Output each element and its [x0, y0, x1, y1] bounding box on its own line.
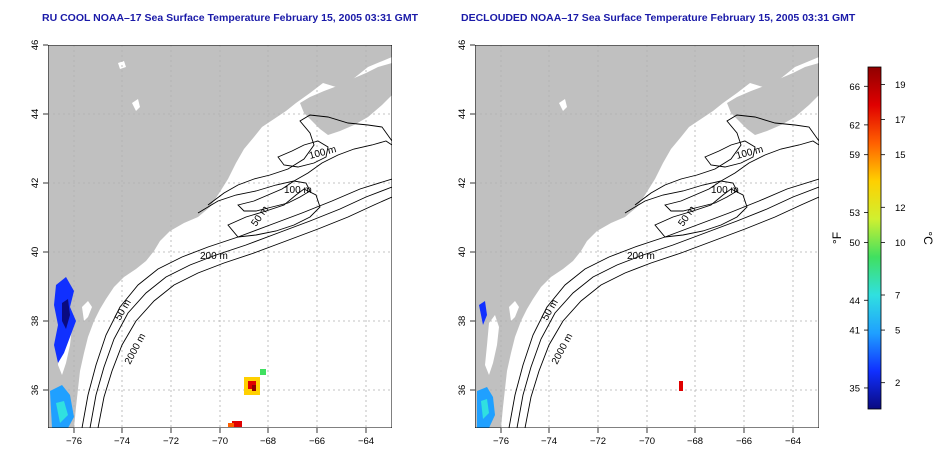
lon-tick-label: −74 — [541, 436, 557, 447]
contour-label: 200 m — [627, 251, 655, 262]
lat-tick-label: 40 — [30, 247, 41, 258]
colorbar-c-tick-label: 17 — [895, 115, 906, 126]
bathymetry-contours — [81, 114, 392, 428]
lon-tick-label: −70 — [212, 436, 228, 447]
lon-tick-label: −66 — [309, 436, 325, 447]
colorbar-f-tick-label: 41 — [849, 326, 860, 337]
colorbar-c-tick-label: 19 — [895, 80, 906, 91]
lon-tick-label: −64 — [358, 436, 374, 447]
lon-tick-label: −76 — [66, 436, 82, 447]
colorbar-ticks: 66 62 59 53 50 44 41 35 19 17 15 12 10 7 5 2 — [849, 80, 905, 394]
map-panel-left: 100 m 100 m 50 m 200 m 50 m 2000 m — [48, 45, 392, 428]
colorbar-c-unit-label: °C — [921, 231, 935, 245]
lon-tick-label: −68 — [260, 436, 276, 447]
lat-tick-label: 44 — [457, 109, 468, 120]
lat-tick-label: 36 — [30, 385, 41, 396]
colorbar-f-tick-label: 50 — [849, 238, 860, 249]
colorbar-f-tick-label: 35 — [849, 383, 860, 394]
lon-tick-label: −72 — [590, 436, 606, 447]
bay-chesapeake — [485, 315, 499, 375]
land-nova-scotia — [727, 63, 819, 135]
lat-tick-label: 46 — [457, 40, 468, 51]
lat-tick-label: 46 — [30, 40, 41, 51]
axes-layer: −76 −74 −72 −70 −68 −66 −64 36 38 40 42 44 46 −76 −74 −… — [30, 40, 801, 447]
map-title-right: DECLOUDED NOAA–17 Sea Surface Temperatur… — [461, 12, 856, 24]
lon-tick-label: −72 — [163, 436, 179, 447]
colorbar-gradient — [867, 66, 882, 410]
contour-label: 100 m — [711, 185, 739, 196]
bay-delaware — [82, 301, 92, 321]
land-mass — [48, 45, 392, 428]
lat-tick-label: 42 — [457, 178, 468, 189]
colorbar-c-tick-label: 12 — [895, 203, 906, 214]
colorbar-f-tick-label: 66 — [849, 82, 860, 93]
lon-tick-label: −66 — [736, 436, 752, 447]
lat-tick-label: 38 — [457, 316, 468, 327]
lon-tick-label: −68 — [687, 436, 703, 447]
bathymetry-contours — [508, 114, 819, 428]
colorbar-f-tick-label: 59 — [849, 150, 860, 161]
colorbar-f-unit-label: °F — [830, 232, 844, 244]
map-title-left: RU COOL NOAA–17 Sea Surface Temperature … — [42, 12, 419, 24]
land-mass — [475, 45, 819, 428]
colorbar-c-tick-label: 5 — [895, 326, 900, 337]
colorbar-f-tick-label: 62 — [849, 120, 860, 131]
colorbar-c-tick-label: 2 — [895, 378, 900, 389]
colorbar-f-tick-label: 53 — [849, 208, 860, 219]
lon-tick-label: −74 — [114, 436, 130, 447]
colorbar-c-tick-label: 7 — [895, 291, 900, 302]
colorbar: °F °C 66 62 59 53 50 44 41 35 19 17 15 12 10 7 5 2 — [830, 66, 935, 410]
lat-tick-label: 36 — [457, 385, 468, 396]
bay-delaware — [509, 301, 519, 321]
map-panel-right: 100 m 100 m 50 m 200 m 50 m 2000 m — [475, 45, 819, 428]
lat-tick-label: 40 — [457, 247, 468, 258]
lon-tick-label: −70 — [639, 436, 655, 447]
lat-tick-label: 38 — [30, 316, 41, 327]
colorbar-c-tick-label: 10 — [895, 238, 906, 249]
lon-tick-label: −76 — [493, 436, 509, 447]
lake — [132, 99, 140, 111]
contour-label: 200 m — [200, 251, 228, 262]
lat-tick-label: 44 — [30, 109, 41, 120]
sst-data-patches — [477, 301, 683, 428]
lat-tick-label: 42 — [30, 178, 41, 189]
land-nova-scotia — [300, 63, 392, 135]
sst-data-patches — [50, 277, 266, 428]
colorbar-c-tick-label: 15 — [895, 150, 906, 161]
graticule — [475, 45, 819, 428]
lake — [559, 99, 567, 111]
lon-tick-label: −64 — [785, 436, 801, 447]
colorbar-f-tick-label: 44 — [849, 296, 860, 307]
contour-label: 100 m — [284, 185, 312, 196]
